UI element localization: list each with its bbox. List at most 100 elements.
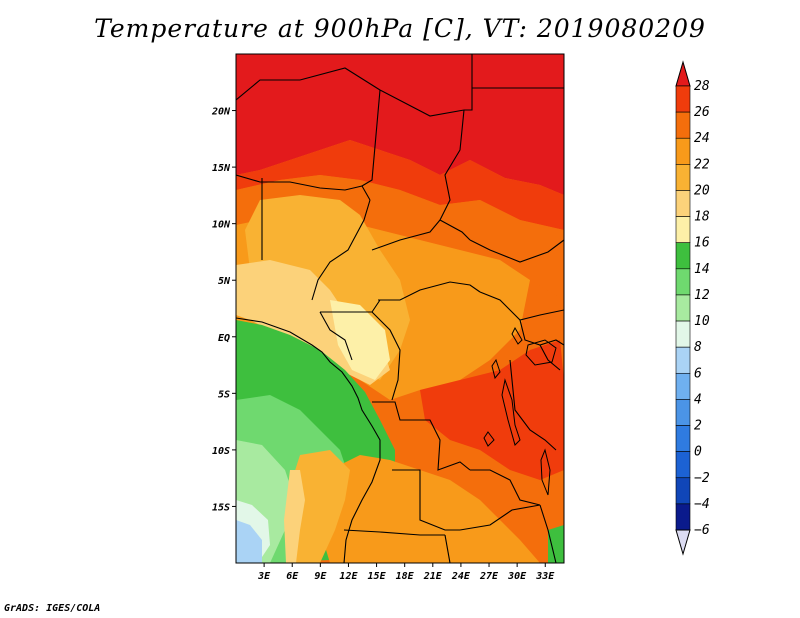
- latitude-ticks: 20N 15N 10N 5N EQ 5S 10S 15S: [211, 107, 236, 513]
- band-14-se: [548, 525, 564, 563]
- border-niger-libya: [299, 67, 381, 91]
- band-22-south: [320, 455, 540, 563]
- lon-tick-label: 6E: [286, 571, 299, 582]
- lon-tick-label: 3E: [257, 571, 271, 582]
- band-6: [236, 520, 262, 563]
- colorbar-level-label: 8: [694, 340, 702, 355]
- lon-tick-label: 33E: [535, 571, 555, 582]
- colorbar-swatch: [675, 268, 691, 296]
- colorbar-level-label: 2: [694, 419, 702, 434]
- border-angola-zambia: [392, 469, 460, 531]
- lake-albert: [511, 326, 523, 345]
- border-car-drc: [378, 281, 481, 301]
- border-chad-sudan: [439, 109, 471, 241]
- lake-mweru: [483, 431, 495, 447]
- colorbar-swatch: [675, 477, 691, 505]
- colorbar-bottom-arrow: [675, 529, 691, 556]
- colorbar-level-label: 28: [694, 79, 710, 94]
- border-sudan-ssudan: [469, 239, 564, 263]
- temperature-field: [236, 54, 564, 563]
- colorbar-swatch: [675, 85, 691, 113]
- border-drc-tanzania: [509, 359, 557, 451]
- band-28: [236, 54, 564, 195]
- lat-tick-label: 15S: [212, 502, 230, 513]
- colorbar-swatch: [675, 294, 691, 322]
- colorbar-swatch: [675, 137, 691, 165]
- band-20-south: [292, 450, 350, 563]
- colorbar-level-label: 16: [694, 236, 710, 251]
- border-chad-car: [371, 219, 441, 251]
- border-mozambique: [539, 504, 557, 563]
- border-drc-angola: [372, 401, 471, 471]
- band-26: [236, 140, 564, 230]
- colorbar-swatch: [675, 346, 691, 374]
- colorbar-level-label: 0: [694, 445, 702, 460]
- lat-tick-label: 20N: [211, 107, 231, 118]
- border-chad-niger: [361, 89, 381, 201]
- map-title: Temperature at 900hPa [C], VT: 201908020…: [94, 14, 706, 43]
- colorbar-level-label: −2: [694, 471, 710, 486]
- colorbar-level-label: 4: [694, 392, 702, 407]
- lake-victoria: [525, 339, 557, 366]
- colorbar-level-label: 22: [694, 157, 710, 172]
- lon-tick-label: 12E: [339, 571, 358, 582]
- colorbar-swatch: [675, 111, 691, 139]
- band-18-south: [284, 470, 305, 563]
- border-gabon-congo: [319, 311, 353, 361]
- lon-tick-label: 9E: [314, 571, 327, 582]
- colorbar-swatch: [675, 190, 691, 217]
- lake-malawi: [540, 448, 551, 496]
- colorbar-level-label: 20: [694, 183, 710, 198]
- lat-tick-label: 5N: [218, 276, 231, 287]
- colorbar-top-arrow: [675, 60, 691, 87]
- border-zambia-zimbabwe: [459, 504, 541, 531]
- colorbar-swatch: [675, 372, 691, 400]
- colorbar-level-label: 10: [694, 314, 710, 329]
- lon-tick-label: 30E: [507, 571, 527, 582]
- border-zambia-malawi: [470, 469, 541, 506]
- colorbar-swatch: [675, 164, 691, 191]
- border-kenya: [539, 344, 561, 371]
- border-libya-chad: [379, 89, 465, 117]
- colorbar-swatch: [675, 451, 691, 479]
- lon-tick-label: 21E: [423, 571, 443, 582]
- lake-kivu: [491, 358, 501, 380]
- colorbar-level-label: 26: [694, 105, 710, 120]
- lon-tick-label: 24E: [451, 571, 471, 582]
- lon-tick-label: 18E: [396, 571, 415, 582]
- colorbar-level-label: 24: [694, 131, 710, 146]
- border-algeria-niger: [236, 79, 300, 101]
- border-libya-egypt: [464, 54, 473, 111]
- colorbar-level-label: 18: [694, 210, 710, 225]
- colorbar-swatch: [675, 399, 691, 426]
- lake-tanganyika: [501, 378, 521, 446]
- lon-tick-label: 15E: [368, 571, 387, 582]
- colorbar-level-label: 12: [694, 288, 710, 303]
- colorbar-level-label: −4: [694, 497, 710, 512]
- colorbar-swatch: [675, 320, 691, 348]
- country-borders: [236, 54, 564, 563]
- border-congo-drc: [371, 311, 401, 401]
- band-16: [330, 300, 390, 380]
- colorbar-level-label: 6: [694, 366, 702, 381]
- colorbar-swatch: [675, 503, 691, 531]
- colorbar-swatch: [675, 425, 691, 452]
- credit-text: GrADS: IGES/COLA: [4, 603, 101, 614]
- lon-tick-label: 27E: [479, 571, 499, 582]
- lakes: [483, 326, 557, 496]
- lat-tick-label: EQ: [218, 333, 230, 344]
- border-nigeria-cameroon: [311, 199, 371, 301]
- colorbar-swatch: [675, 242, 691, 270]
- map-frame: [235, 53, 565, 564]
- lat-tick-label: 10S: [212, 446, 230, 457]
- longitude-ticks: 3E 6E 9E 12E 15E 18E 21E 24E 27E 30E 33E: [257, 563, 555, 582]
- colorbar-level-label: 14: [694, 262, 710, 277]
- colorbar-level-label: −6: [694, 523, 710, 538]
- colorbar-swatch: [675, 216, 691, 244]
- border-namibia-botswana: [444, 534, 451, 563]
- border-angola-namibia: [343, 529, 445, 536]
- border-cameroon-gabon: [320, 299, 381, 313]
- coastline: [236, 317, 381, 563]
